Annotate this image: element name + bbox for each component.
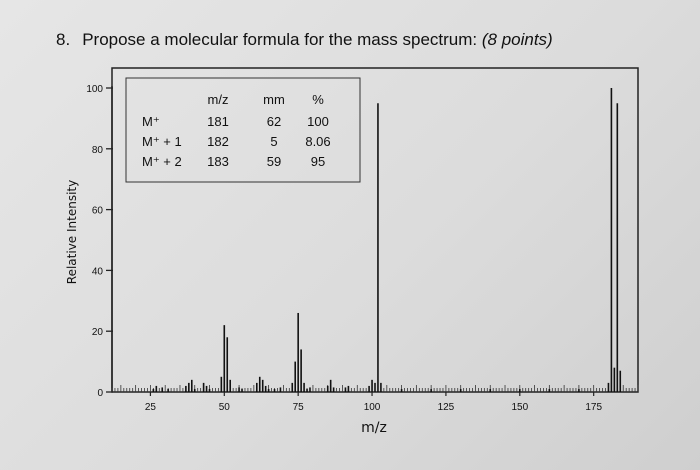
table-cell: 183 [207, 154, 229, 169]
question-heading: 8. Propose a molecular formula for the ma… [56, 30, 553, 50]
question-points: (8 points) [481, 30, 553, 49]
question-number: 8. [56, 30, 71, 49]
table-header-cell: mm [263, 92, 285, 107]
y-tick-label: 100 [86, 84, 103, 95]
question-text: Propose a molecular formula for the mass… [82, 30, 478, 49]
table-header-cell: % [312, 92, 324, 107]
x-tick-label: 125 [438, 402, 455, 413]
x-tick-label: 25 [145, 402, 157, 413]
x-tick-label: 175 [585, 402, 602, 413]
table-cell: 62 [267, 114, 281, 129]
y-tick-label: 80 [92, 145, 104, 156]
y-axis-title: Relative Intensity [65, 180, 79, 284]
table-cell: 8.06 [305, 134, 330, 149]
y-tick-label: 20 [92, 327, 104, 338]
plot-frame [111, 67, 639, 393]
table-cell: 182 [207, 134, 229, 149]
x-tick-label: 75 [293, 402, 305, 413]
table-cell: M⁺ [142, 114, 160, 129]
table-cell: 95 [311, 154, 325, 169]
y-tick-label: 40 [92, 266, 104, 277]
spectrum-peaks [152, 88, 622, 392]
x-axis-title: m/z [361, 420, 387, 436]
data-table: m/z mm % M⁺ 181 62 100 M⁺ + 1 182 5 8.06 M⁺ + 2 183 5… [142, 92, 331, 169]
table-cell: M⁺ + 1 [142, 134, 182, 149]
table-cell: 100 [307, 114, 329, 129]
y-tick-label: 60 [92, 206, 104, 217]
table-header-cell: m/z [208, 92, 229, 107]
y-tick-label: 0 [97, 388, 103, 399]
x-tick-label: 50 [219, 402, 231, 413]
x-ticks: 25 50 75 100 125 150 175 [111, 385, 639, 413]
data-table-box [125, 77, 361, 183]
table-cell: 5 [270, 134, 277, 149]
y-ticks: 0 20 40 60 80 100 [86, 84, 113, 399]
table-cell: 59 [267, 154, 281, 169]
x-tick-label: 150 [511, 402, 528, 413]
x-tick-label: 100 [364, 402, 381, 413]
table-cell: 181 [207, 114, 229, 129]
table-cell: M⁺ + 2 [142, 154, 182, 169]
